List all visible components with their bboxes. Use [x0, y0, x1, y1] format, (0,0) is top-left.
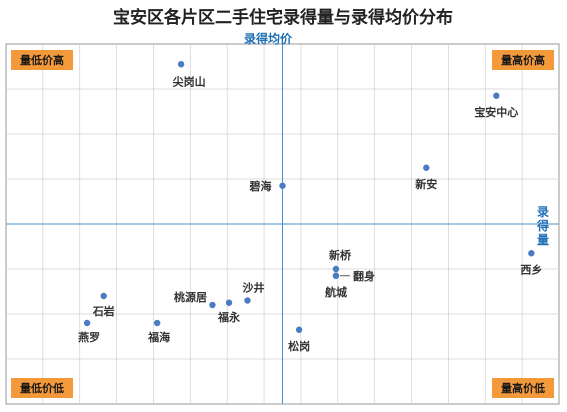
data-point [100, 292, 107, 300]
quadrant-badge-label-bottom-right: 量高价低 [501, 381, 545, 395]
data-point-label: 石岩 [92, 304, 115, 318]
data-point [332, 272, 340, 279]
data-point-label: 新安 [415, 177, 437, 191]
quadrant-badge-bottom-left [11, 378, 73, 398]
data-point-label: 福海 [147, 330, 170, 344]
data-point [493, 92, 500, 99]
data-point [83, 319, 91, 327]
quadrant-badge-top-left [11, 50, 73, 70]
data-point-label: 新桥 [329, 248, 352, 262]
data-point-label: 尖岗山 [173, 74, 206, 88]
data-point [423, 164, 430, 171]
x-axis-label: 录得量 [536, 205, 549, 247]
data-point-label: 碧海 [249, 179, 272, 193]
data-point [177, 61, 185, 68]
data-point-label: 翻身 [353, 269, 375, 283]
data-point [295, 326, 303, 333]
x-axis-label-char: 得 [536, 218, 549, 233]
data-point [244, 297, 251, 304]
quadrant-badge-label-top-right: 量高价高 [501, 53, 545, 67]
data-point-label: 松岗 [288, 339, 310, 353]
data-point [528, 250, 535, 257]
data-point [153, 319, 161, 327]
data-point-label: 西乡 [520, 263, 542, 276]
data-points [83, 61, 535, 333]
data-point-label: 桃源居 [174, 290, 207, 304]
data-point-label: 宝安中心 [474, 105, 518, 119]
data-point-label: 福永 [217, 310, 241, 324]
data-point [279, 182, 286, 189]
data-point-label: 航城 [325, 285, 347, 299]
quadrant-badge-top-right [492, 50, 554, 70]
quadrant-badge-label-bottom-left: 量低价低 [20, 381, 64, 395]
data-point [209, 301, 216, 309]
data-point-label: 燕罗 [78, 330, 100, 344]
data-point [332, 265, 340, 273]
data-point [225, 299, 233, 306]
quadrant-badge-bottom-right [492, 378, 554, 398]
data-point-label: 沙井 [242, 281, 264, 295]
axes [6, 44, 559, 404]
quadrant-badge-label-top-left: 量低价高 [20, 53, 64, 67]
chart-title: 宝安区各片区二手住宅录得量与录得均价分布 [113, 7, 453, 28]
x-axis-label-char: 录 [537, 205, 549, 219]
x-axis-label-char: 量 [537, 233, 549, 247]
y-axis-label: 录得均价 [244, 31, 293, 46]
